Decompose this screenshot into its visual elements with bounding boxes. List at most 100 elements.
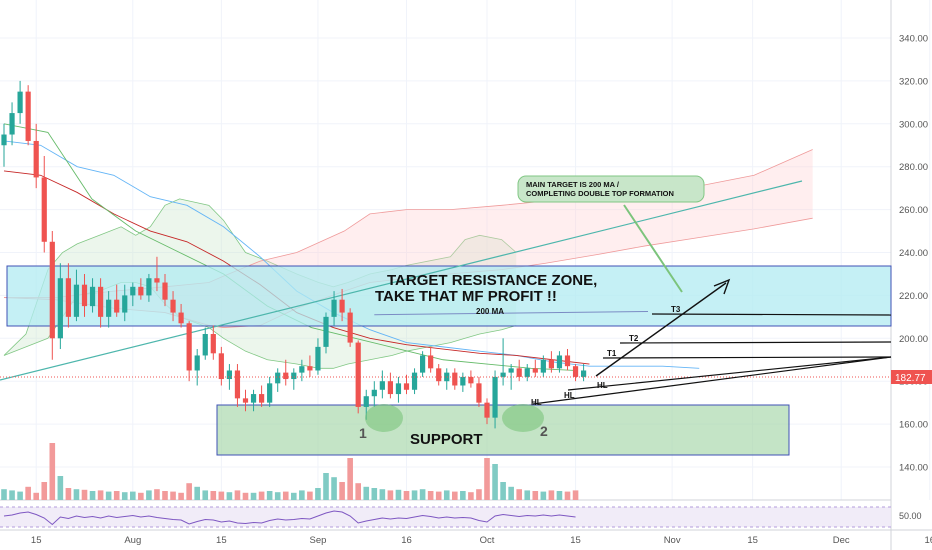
volume-bar [65, 488, 72, 500]
candle-body [556, 355, 563, 369]
time-tick-label: 15 [216, 535, 227, 546]
candle-body [484, 402, 490, 418]
candle-body [81, 284, 88, 307]
volume-bar [468, 492, 474, 500]
volume-bar [508, 486, 514, 500]
volume-bar [540, 491, 547, 500]
projection-arrow-line[interactable] [595, 282, 727, 377]
volume-bar [379, 489, 386, 500]
last-price-label: 182.77 [895, 373, 926, 384]
bottom-2-ellipse[interactable] [502, 404, 544, 432]
hl-trend-line-2[interactable] [567, 356, 892, 391]
volume-bar [49, 443, 56, 500]
volume-bar [460, 491, 466, 500]
higher-low-label-1: HL [531, 398, 542, 407]
price-tick-label: 280.00 [899, 162, 928, 173]
time-tick-label: Aug [124, 535, 141, 546]
candle-body [259, 394, 265, 403]
volume-bar [17, 491, 23, 500]
candle-body [403, 383, 410, 390]
candle-body [323, 316, 329, 347]
ma200-line[interactable] [374, 310, 649, 316]
resistance-label-line-2: TAKE THAT MF PROFIT !! [375, 288, 557, 305]
volume-bar [274, 492, 281, 500]
volume-bar [484, 458, 490, 500]
callout-line-2: COMPLETING DOUBLE TOP FORMATION [526, 189, 674, 198]
callout-pointer [623, 204, 683, 293]
volume-bar [331, 477, 337, 500]
candle-body [387, 381, 393, 395]
candle-body [41, 177, 47, 242]
long-trend-line[interactable] [0, 180, 803, 381]
target-line-t2[interactable] [619, 341, 892, 344]
volume-bar [154, 489, 160, 500]
bottom-1-ellipse[interactable] [365, 404, 403, 432]
volume-bar [194, 486, 200, 500]
target-label-t1: T1 [607, 349, 617, 358]
time-tick-label: 15 [570, 535, 581, 546]
candle-body [460, 376, 466, 386]
price-tick-label: 320.00 [899, 76, 928, 87]
candle-body [275, 372, 281, 384]
candle-body [339, 299, 345, 313]
volume-bar [548, 490, 555, 500]
volume-bar [146, 490, 152, 500]
candle-body [564, 355, 571, 367]
candle-body [138, 286, 144, 296]
price-tick-label: 200.00 [899, 334, 928, 345]
candle-body [355, 342, 361, 407]
callout-line-1: MAIN TARGET IS 200 MA / [526, 180, 620, 189]
candle-body [363, 396, 369, 407]
volume-bar [524, 490, 531, 500]
volume-bar [315, 488, 321, 500]
callout-box[interactable] [517, 175, 705, 203]
volume-bar [572, 490, 579, 500]
price-axis[interactable]: 340.00 320.00 300.00 280.00 260.00 240.00 220.… [899, 34, 928, 474]
price-tick-label: 300.00 [899, 119, 928, 130]
volume-bar [452, 491, 458, 500]
target-label-t3: T3 [671, 305, 681, 314]
target-line-t3[interactable] [651, 313, 892, 316]
volume-bar [218, 491, 225, 500]
candle-body [9, 113, 15, 135]
resistance-zone[interactable] [6, 265, 892, 327]
time-tick-label: Nov [664, 535, 681, 546]
cloud-green-edge [3, 198, 517, 356]
candle-body [315, 346, 321, 371]
candle-body [395, 383, 402, 395]
candle-body [250, 394, 257, 403]
volume-bar [266, 491, 273, 500]
bottom-2-mark: 2 [540, 423, 548, 439]
volume-bar [178, 492, 184, 500]
hl-trend-line-1[interactable] [532, 356, 892, 405]
volume-bars [1, 443, 579, 500]
target-line-t1[interactable] [602, 356, 892, 359]
volume-bar [226, 492, 233, 500]
volume-bar [113, 491, 120, 500]
candle-body [532, 368, 538, 373]
time-tick-label: Sep [309, 535, 326, 546]
volume-bar [258, 491, 265, 500]
candle-body [508, 368, 514, 373]
volume-bar [500, 482, 506, 500]
volume-bar [532, 491, 539, 500]
volume-bar [186, 483, 192, 500]
volume-bar [516, 489, 522, 500]
candle-body [516, 368, 522, 377]
candle-body [57, 278, 63, 339]
candle-body [540, 359, 546, 373]
candle-body [130, 286, 136, 296]
candle-body [89, 286, 96, 307]
candle-body [226, 370, 232, 380]
support-zone[interactable] [216, 404, 790, 456]
time-tick-label: 15 [31, 535, 42, 546]
candle-body [154, 278, 160, 283]
candle-body [25, 91, 31, 141]
volume-bar [387, 490, 394, 500]
volume-bar [323, 473, 329, 500]
volume-bar [170, 491, 176, 500]
volume-bar [9, 490, 15, 500]
time-axis[interactable]: 15Aug15Sep16Oct15Nov15Dec162020 [31, 535, 932, 546]
candle-body [210, 334, 216, 354]
